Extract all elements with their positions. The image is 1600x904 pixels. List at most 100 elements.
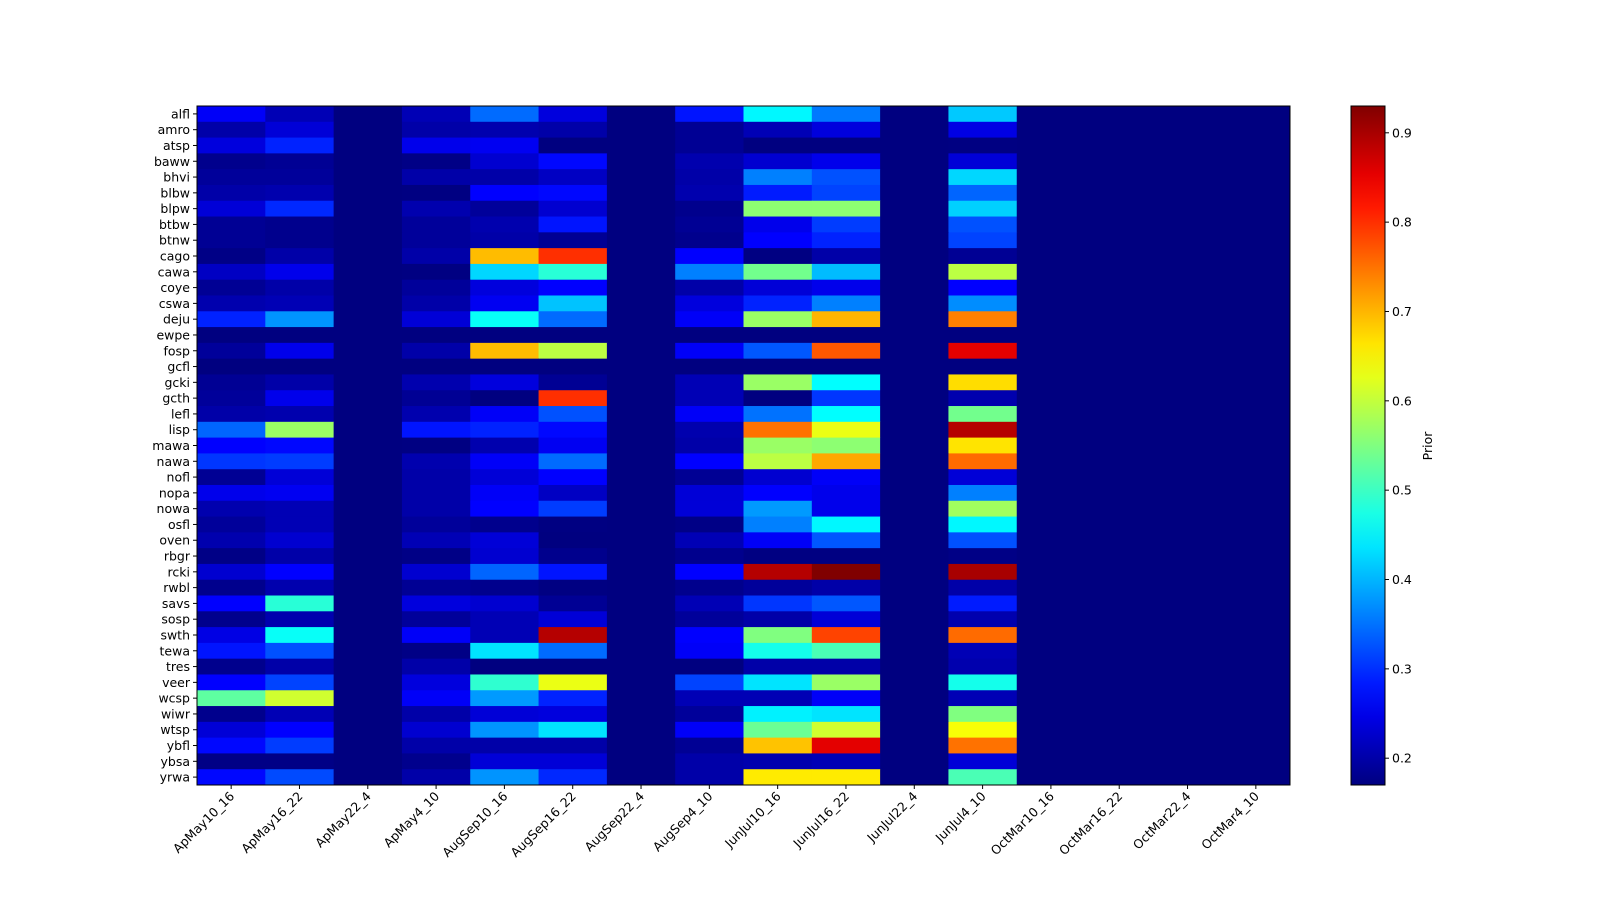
heatmap-cell	[401, 153, 471, 170]
heatmap-cell	[1153, 674, 1223, 691]
y-tick-label: blbw	[160, 185, 190, 200]
heatmap-cell	[675, 532, 744, 549]
heatmap-cell	[1016, 153, 1086, 170]
heatmap-cell	[333, 106, 403, 123]
heatmap-cell	[948, 627, 1018, 644]
heatmap-cell	[1153, 248, 1223, 265]
heatmap-cell	[265, 642, 335, 660]
heatmap-cell	[401, 327, 471, 344]
heatmap-cell	[197, 500, 266, 518]
heatmap-cell	[197, 611, 266, 628]
heatmap-cell	[675, 437, 744, 454]
heatmap-cell	[333, 327, 403, 344]
heatmap-cell	[1221, 611, 1291, 628]
heatmap-cell	[401, 406, 471, 423]
heatmap-cell	[1085, 579, 1154, 597]
colorbar-tick-label: 0.4	[1392, 572, 1412, 587]
heatmap-cell	[1221, 563, 1291, 581]
colorbar-tick-label: 0.9	[1392, 125, 1412, 140]
heatmap-cell	[675, 232, 744, 249]
y-tick-label: ybfl	[167, 738, 190, 753]
heatmap-cell	[606, 106, 676, 123]
heatmap-cell	[333, 121, 403, 139]
heatmap-cell	[811, 595, 881, 612]
y-tick-label: bhvi	[163, 170, 190, 185]
heatmap-cell	[470, 200, 540, 218]
heatmap-cell	[470, 232, 540, 249]
heatmap-cell	[401, 721, 471, 739]
heatmap-cell	[606, 153, 676, 170]
heatmap-cell	[880, 437, 949, 454]
heatmap-cell	[1085, 484, 1154, 502]
heatmap-cell	[948, 327, 1018, 344]
heatmap-cell	[401, 169, 471, 186]
heatmap-cell	[811, 184, 881, 202]
heatmap-cell	[1016, 674, 1086, 691]
heatmap-cell	[1085, 311, 1154, 328]
heatmap-cell	[1221, 627, 1291, 644]
heatmap-cell	[265, 342, 335, 360]
heatmap-cell	[333, 674, 403, 691]
y-tick-label: yrwa	[160, 770, 190, 785]
heatmap-cell	[401, 121, 471, 139]
heatmap-cell	[1016, 516, 1086, 533]
heatmap-cell	[948, 769, 1018, 786]
heatmap-cell	[743, 390, 813, 407]
heatmap-cell	[743, 516, 813, 533]
heatmap-cell	[606, 232, 676, 249]
heatmap-cell	[948, 548, 1018, 565]
heatmap-cell	[333, 611, 403, 628]
heatmap-cell	[675, 484, 744, 502]
heatmap-cell	[265, 627, 335, 644]
heatmap-cell	[333, 406, 403, 423]
heatmap-cell	[1016, 358, 1086, 375]
heatmap-cell	[743, 579, 813, 597]
heatmap-cell	[401, 137, 471, 154]
y-tick-label: nawa	[157, 454, 190, 469]
heatmap-cell	[1221, 769, 1291, 786]
heatmap-cell	[401, 295, 471, 312]
heatmap-cell	[811, 406, 881, 423]
heatmap-cell	[811, 453, 881, 470]
heatmap-cell	[1153, 611, 1223, 628]
heatmap-cell	[1016, 721, 1086, 739]
heatmap-cell	[538, 295, 608, 312]
heatmap-cell	[1153, 690, 1223, 707]
heatmap-cell	[675, 421, 744, 439]
heatmap-cell	[1085, 627, 1154, 644]
heatmap-cell	[538, 642, 608, 660]
heatmap-cell	[401, 421, 471, 439]
heatmap-cell	[538, 216, 608, 233]
heatmap-cell	[197, 769, 266, 786]
heatmap-cell	[1221, 469, 1291, 486]
heatmap-cell	[811, 153, 881, 170]
heatmap-cell	[948, 137, 1018, 154]
heatmap-cell	[811, 500, 881, 518]
heatmap-cell	[538, 548, 608, 565]
y-tick-label: rwbl	[163, 580, 190, 595]
heatmap-cell	[880, 327, 949, 344]
heatmap-cell	[675, 106, 744, 123]
heatmap-cell	[880, 642, 949, 660]
heatmap-cell	[470, 563, 540, 581]
heatmap-cell	[811, 295, 881, 312]
y-tick-label: alfl	[171, 106, 190, 121]
heatmap-cell	[743, 627, 813, 644]
heatmap-cell	[811, 106, 881, 123]
heatmap-cell	[1153, 753, 1223, 770]
heatmap-cell	[811, 706, 881, 723]
heatmap-cell	[743, 769, 813, 786]
heatmap-cell	[470, 358, 540, 375]
heatmap-cell	[1085, 232, 1154, 249]
heatmap-cell	[948, 263, 1018, 281]
heatmap-cell	[606, 469, 676, 486]
heatmap-cell	[1153, 484, 1223, 502]
heatmap-cell	[333, 295, 403, 312]
heatmap-cell	[811, 469, 881, 486]
heatmap-cell	[1085, 453, 1154, 470]
heatmap-cell	[675, 279, 744, 296]
heatmap-cell	[811, 611, 881, 628]
heatmap-cell	[606, 690, 676, 707]
heatmap-cell	[675, 374, 744, 391]
heatmap-cell	[675, 200, 744, 218]
